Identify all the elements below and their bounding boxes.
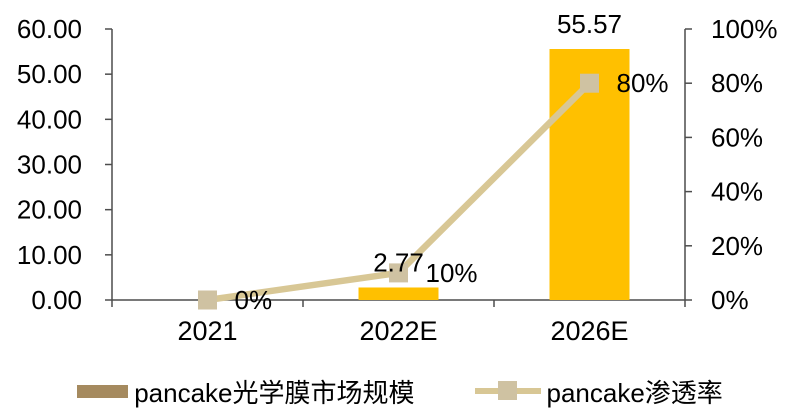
- left-axis-tick-label: 30.00: [17, 150, 82, 180]
- right-axis-tick-label: 0%: [711, 285, 749, 315]
- right-axis-tick-label: 40%: [711, 177, 763, 207]
- plot-area: 60.00 50.00 40.00 30.00 20.00 10.00 0.00 100% 80…: [17, 9, 778, 346]
- line-swatch-marker-icon: [497, 381, 517, 400]
- line-marker-2021: [198, 290, 217, 310]
- line-marker-2022E: [389, 263, 408, 283]
- right-axis-tick-label: 60%: [711, 122, 763, 152]
- bar-2022E: [358, 287, 439, 300]
- x-axis-category-label: 2022E: [359, 316, 437, 346]
- bar-series-swatch-icon: [77, 384, 129, 398]
- right-axis-tick-label: 20%: [711, 231, 763, 261]
- left-axis-tick-label: 0.00: [31, 285, 82, 315]
- bar-value-label: 55.57: [557, 9, 622, 39]
- line-value-label: 0%: [235, 285, 273, 315]
- right-axis-tick-label: 80%: [711, 68, 763, 98]
- line-marker-2026E: [580, 73, 599, 93]
- left-axis-tick-label: 20.00: [17, 195, 82, 225]
- x-axis-category-label: 2021: [177, 316, 237, 346]
- bar-value-label: 2.77: [373, 247, 424, 277]
- left-axis-tick-label: 50.00: [17, 59, 82, 89]
- left-axis-tick-label: 40.00: [17, 104, 82, 134]
- line-value-label: 10%: [426, 258, 478, 288]
- line-series-swatch-icon: [474, 381, 541, 401]
- x-axis-category-label: 2026E: [550, 316, 628, 346]
- legend-item-market-size: pancake光学膜市场规模: [77, 373, 415, 410]
- legend-item-penetration-rate: pancake渗透率: [474, 373, 723, 410]
- left-axis-tick-label: 10.00: [17, 240, 82, 270]
- left-axis-tick-label: 60.00: [17, 14, 82, 44]
- line-value-label: 80%: [617, 68, 669, 98]
- right-axis-tick-label: 100%: [711, 14, 778, 44]
- bar-series-label: pancake光学膜市场规模: [134, 377, 415, 408]
- line-series-label: pancake渗透率: [546, 377, 723, 408]
- legend: pancake光学膜市场规模 pancake渗透率: [0, 368, 800, 414]
